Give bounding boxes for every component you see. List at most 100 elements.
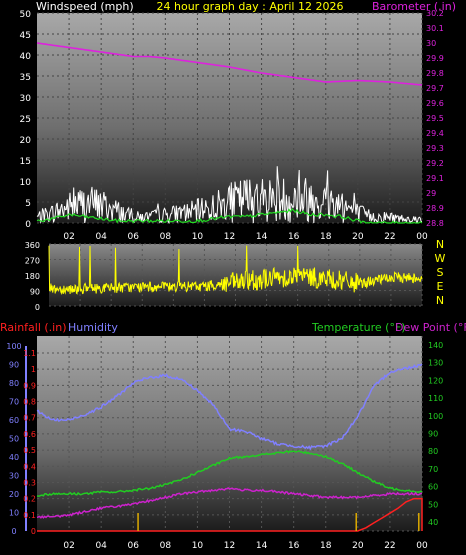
rainfall-tick-label: 0.1	[23, 511, 36, 520]
windspeed-tick-label: 35	[20, 73, 31, 83]
time-tick-label: 18	[320, 541, 332, 551]
compass-letter: S	[437, 266, 444, 279]
windspeed-tick-label: 30	[20, 94, 32, 104]
temperature-tick-label: 40	[428, 518, 438, 527]
humidity-axis-label: Humidity	[68, 321, 118, 334]
temperature-tick-label: 50	[428, 500, 438, 509]
time-tick-label: 14	[256, 232, 268, 242]
temperature-tick-label: 100	[428, 412, 443, 421]
time-tick-label: 02	[63, 541, 74, 551]
time-tick-label: 10	[192, 541, 204, 551]
rainfall-axis-label: Rainfall (.in)	[0, 321, 67, 334]
barometer-tick-label: 30	[426, 39, 436, 48]
time-tick-label: 00	[416, 232, 428, 242]
rainfall-tick-label: 0.7	[23, 414, 36, 423]
temperature-tick-label: 130	[428, 359, 443, 368]
direction-tick-label: 180	[25, 272, 40, 281]
temperature-tick-label: 90	[428, 430, 438, 439]
windspeed-tick-label: 0	[25, 220, 31, 230]
graph-title: 24 hour graph day : April 12 2026	[157, 0, 344, 13]
humidity-tick-label: 100	[6, 342, 21, 351]
temperature-tick-label: 140	[428, 341, 443, 350]
temperature-tick-label: 60	[428, 483, 438, 492]
barometer-tick-label: 28.8	[426, 219, 444, 228]
barometer-tick-label: 29.2	[426, 159, 444, 168]
barometer-tick-label: 30.2	[426, 9, 444, 18]
rainfall-tick-label: 0	[31, 527, 36, 536]
humidity-tick-label: 30	[9, 472, 19, 481]
time-tick-label: 12	[224, 541, 235, 551]
axis-tick-labels: 0510152025303540455028.828.92929.129.229…	[6, 9, 443, 551]
barometer-tick-label: 30.1	[426, 24, 444, 33]
windspeed-tick-label: 50	[20, 10, 32, 20]
barometer-tick-label: 29.8	[426, 69, 444, 78]
windspeed-tick-label: 45	[20, 31, 31, 41]
humidity-series-line	[36, 363, 423, 451]
windspeed-series-line	[36, 166, 423, 225]
direction-tick-label: 360	[25, 241, 40, 250]
time-tick-label: 18	[320, 232, 332, 242]
rainfall-tick-label: 1.1	[23, 349, 36, 358]
rainfall-tick-label: 0.9	[23, 381, 36, 390]
grid-lines	[37, 12, 423, 532]
direction-tick-label: 0	[35, 303, 40, 312]
direction-tick-label: 270	[25, 257, 40, 266]
humidity-tick-label: 40	[9, 453, 19, 462]
wind-direction-series-line	[48, 245, 423, 296]
time-tick-label: 14	[256, 541, 268, 551]
humidity-tick-label: 70	[9, 398, 19, 407]
compass-letter: N	[436, 294, 444, 307]
temperature-series-line	[36, 450, 423, 497]
rainfall-tick-label: 0.8	[23, 398, 36, 407]
time-tick-label: 08	[160, 541, 172, 551]
windspeed-tick-label: 5	[25, 199, 31, 209]
barometer-tick-label: 29.7	[426, 84, 444, 93]
temperature-tick-label: 110	[428, 394, 443, 403]
humidity-tick-label: 80	[9, 379, 19, 388]
time-tick-label: 16	[288, 232, 300, 242]
time-tick-label: 06	[128, 541, 140, 551]
windspeed-tick-label: 25	[20, 115, 31, 125]
windspeed-axis-label: Windspeed (mph)	[36, 0, 134, 13]
time-tick-label: 08	[160, 232, 172, 242]
rainfall-tick-label: 0.2	[23, 495, 36, 504]
barometer-tick-label: 29.5	[426, 114, 444, 123]
windspeed-tick-label: 15	[20, 157, 31, 167]
humidity-tick-label: 90	[9, 361, 19, 370]
time-tick-label: 02	[63, 232, 74, 242]
windspeed-tick-label: 10	[20, 178, 32, 188]
rainfall-tick-label: 0.3	[23, 478, 36, 487]
time-tick-label: 22	[384, 541, 395, 551]
time-tick-label: 04	[95, 541, 107, 551]
barometer-series-line	[36, 42, 423, 86]
humidity-tick-label: 60	[9, 416, 19, 425]
barometer-tick-label: 29.9	[426, 54, 444, 63]
compass-letter: E	[437, 280, 444, 293]
time-tick-label: 10	[192, 232, 204, 242]
barometer-tick-label: 29.6	[426, 99, 444, 108]
time-tick-label: 12	[224, 232, 235, 242]
data-series	[36, 42, 423, 532]
barometer-tick-label: 29.3	[426, 144, 444, 153]
rainfall-tick-label: 0.6	[23, 430, 36, 439]
wind-average-series-line	[36, 208, 423, 224]
rainfall-tick-label: 1	[31, 365, 36, 374]
time-tick-label: 00	[416, 541, 428, 551]
windspeed-tick-label: 20	[20, 136, 32, 146]
temperature-tick-label: 70	[428, 465, 438, 474]
barometer-tick-label: 29.1	[426, 174, 444, 183]
barometer-tick-label: 28.9	[426, 204, 444, 213]
dewpoint-axis-label: Dew Point (°F)	[395, 321, 466, 334]
humidity-tick-label: 20	[9, 490, 19, 499]
humidity-tick-label: 10	[9, 509, 19, 518]
rainfall-tick-label: 0.4	[23, 462, 36, 471]
direction-tick-label: 90	[30, 288, 40, 297]
rainfall-tick-label: 0.5	[23, 446, 36, 455]
barometer-tick-label: 29.4	[426, 129, 444, 138]
temperature-tick-label: 80	[428, 447, 438, 456]
windspeed-tick-label: 40	[20, 52, 32, 62]
temperature-tick-label: 120	[428, 376, 443, 385]
compass-letter: W	[435, 252, 446, 265]
